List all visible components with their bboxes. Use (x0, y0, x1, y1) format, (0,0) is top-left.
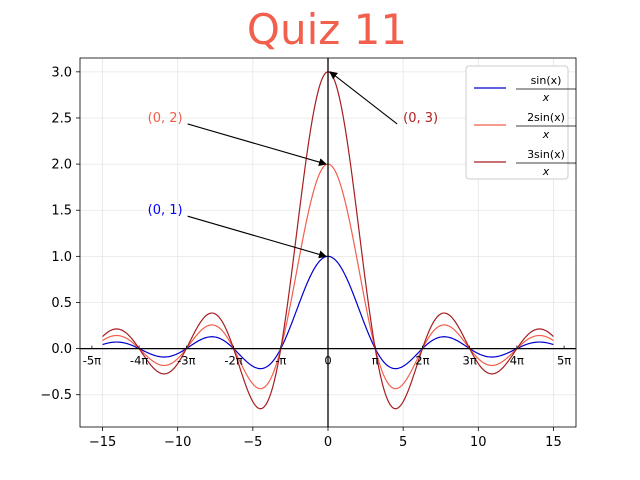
y-tick-label: 1.5 (51, 204, 72, 219)
y-tick-label: 2.5 (51, 111, 72, 126)
legend: sin(x) x 2sin(x) x 3sin(x) x (465, 65, 576, 180)
y-tick-label: −0.5 (40, 388, 72, 403)
pi-tick-label: -3π (177, 354, 195, 368)
annotation-label: (0, 2) (148, 111, 183, 126)
pi-tick-label: -π (275, 354, 286, 368)
pi-tick-label: 2π (415, 354, 429, 368)
x-tick-label: 5 (399, 435, 407, 450)
plot-frame (79, 57, 577, 428)
pi-tick-label: 5π (557, 354, 571, 368)
annotations: (0, 1) (0, 2) (0, 3) (148, 71, 438, 259)
legend-label-numerator: 3sin(x) (527, 148, 565, 161)
y-tick-label: 0.5 (51, 296, 72, 311)
annotation-label: (0, 1) (148, 203, 183, 218)
pi-tick-label: -4π (130, 354, 148, 368)
pi-tick-labels: -5π -4π -3π -2π -π 0 π 2π 3π 4π 5π (83, 345, 571, 368)
x-axis-ticks: −15 −10 −5 0 5 10 15 (89, 427, 562, 450)
pi-tick-label: -5π (83, 354, 101, 368)
chart-title: Quiz 11 (247, 5, 407, 54)
y-tick-label: 3.0 (51, 65, 72, 80)
legend-box (465, 65, 569, 180)
x-tick-label: 0 (324, 435, 332, 450)
legend-label-denominator: x (542, 128, 550, 141)
annotation-label: (0, 3) (403, 111, 438, 126)
x-tick-label: −10 (164, 435, 191, 450)
pi-tick-label: 4π (510, 354, 524, 368)
y-tick-label: 2.0 (51, 158, 72, 173)
annotation-arrow (187, 215, 327, 259)
y-axis-ticks: −0.5 0.0 0.5 1.0 1.5 2.0 2.5 3.0 (40, 65, 80, 403)
pi-tick-label: 0 (324, 354, 331, 368)
legend-label-denominator: x (542, 91, 550, 104)
legend-label-denominator: x (542, 165, 550, 178)
annotation-arrow (329, 71, 398, 125)
x-tick-label: −15 (89, 435, 116, 450)
y-tick-label: 0.0 (51, 342, 72, 357)
annotation-arrow (187, 123, 327, 166)
pi-tick-label: -2π (224, 354, 242, 368)
legend-label-numerator: sin(x) (531, 74, 562, 87)
y-tick-label: 1.0 (51, 250, 72, 265)
legend-label-numerator: 2sin(x) (527, 111, 565, 124)
pi-tick-label: π (372, 354, 379, 368)
x-tick-label: 15 (545, 435, 562, 450)
x-tick-label: −5 (243, 435, 262, 450)
x-tick-label: 10 (470, 435, 487, 450)
pi-tick-label: 3π (463, 354, 477, 368)
